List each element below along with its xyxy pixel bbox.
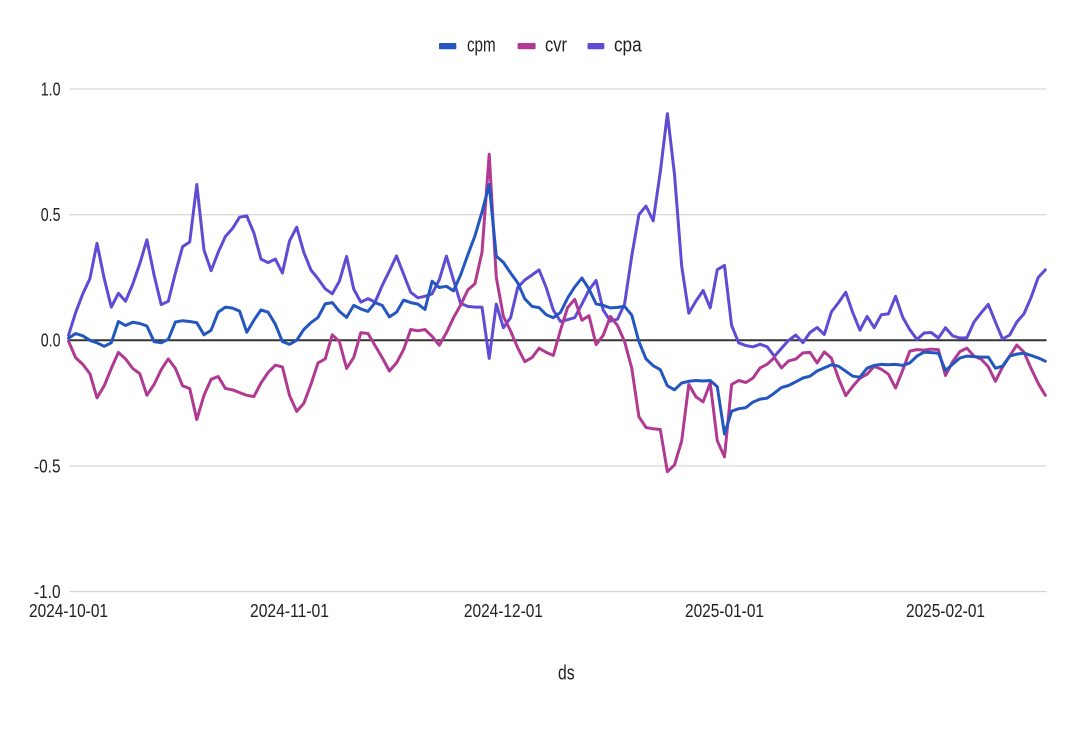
- svg-text:cvr: cvr: [545, 35, 567, 57]
- svg-text:0.0: 0.0: [41, 331, 61, 351]
- svg-text:2025-01-01: 2025-01-01: [685, 601, 764, 621]
- svg-text:2024-10-01: 2024-10-01: [29, 601, 108, 621]
- svg-text:1.0: 1.0: [41, 79, 61, 99]
- svg-text:2024-11-01: 2024-11-01: [250, 601, 329, 621]
- svg-text:ds: ds: [558, 662, 575, 684]
- svg-text:cpa: cpa: [614, 35, 642, 57]
- svg-text:2024-12-01: 2024-12-01: [464, 601, 543, 621]
- svg-text:cpm: cpm: [467, 35, 496, 57]
- svg-text:2025-02-01: 2025-02-01: [906, 601, 985, 621]
- svg-text:-1.0: -1.0: [34, 582, 61, 602]
- svg-text:0.5: 0.5: [41, 205, 61, 225]
- svg-text:-0.5: -0.5: [34, 456, 61, 476]
